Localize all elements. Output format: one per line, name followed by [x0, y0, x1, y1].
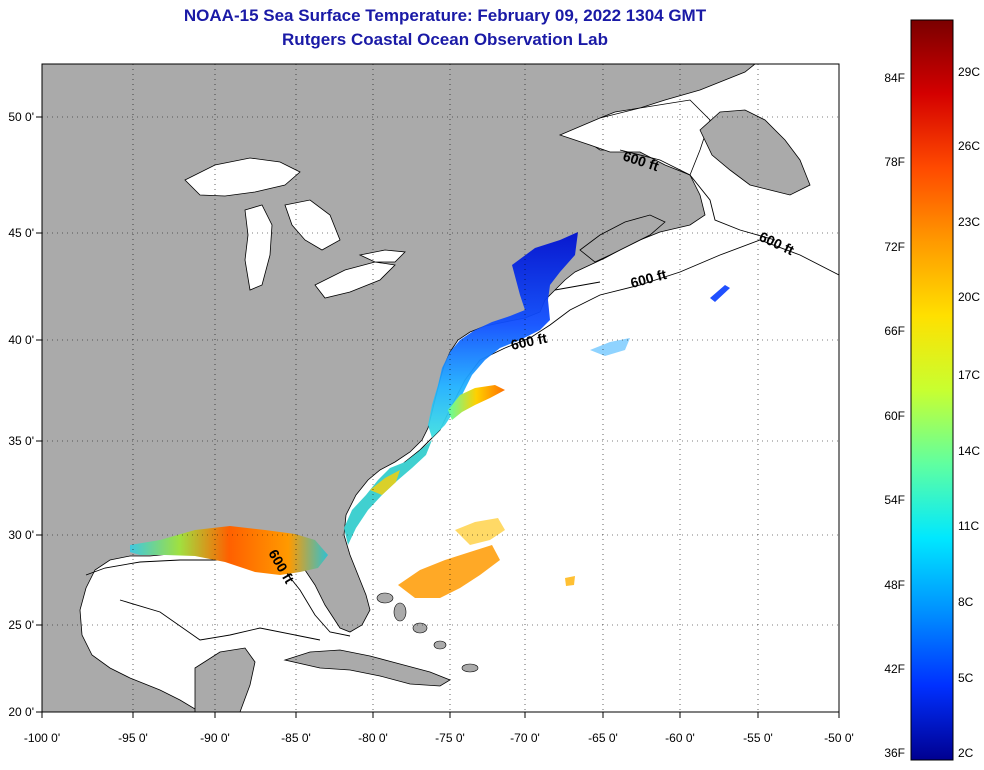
- lat-tick-label: 25 0': [8, 618, 34, 632]
- sst-southeast-warm: [370, 470, 400, 495]
- colorbar: [910, 19, 954, 761]
- contour-label: 600 ft: [509, 330, 548, 353]
- colorbar-fahrenheit-label: 42F: [884, 662, 905, 676]
- colorbar-celsius-label: 26C: [958, 139, 980, 153]
- sst-northeast-shelf: [428, 232, 578, 438]
- colorbar-celsius-label: 5C: [958, 671, 974, 685]
- graticule: [42, 64, 839, 712]
- map-title: NOAA-15 Sea Surface Temperature: Februar…: [183, 6, 707, 25]
- colorbar-fahrenheit-label: 72F: [884, 240, 905, 254]
- colorbar-celsius-label: 11C: [958, 519, 979, 533]
- gulf-of-st-lawrence: [558, 99, 711, 176]
- sst-southeast-coast: [344, 440, 432, 545]
- latitude-axis: 50 0' 45 0' 40 0' 35 0' 30 0' 25 0' 20 0': [8, 110, 42, 719]
- colorbar-labels: 84F 78F 72F 66F 60F 54F 48F 42F 36F 29C 26C 23C 20C 1…: [884, 65, 980, 760]
- lon-tick-label: -90 0': [200, 731, 230, 745]
- nova-scotia-land: [579, 214, 666, 263]
- lon-tick-label: -55 0': [743, 731, 773, 745]
- lat-tick-label: 50 0': [8, 110, 34, 124]
- lon-tick-label: -50 0': [824, 731, 854, 745]
- map-frame: [41, 63, 840, 713]
- sst-gulf-stream: [448, 385, 505, 420]
- colorbar-celsius-label: 29C: [958, 65, 980, 79]
- map-subtitle: Rutgers Coastal Ocean Observation Lab: [282, 30, 608, 49]
- great-lakes: [184, 157, 406, 299]
- lon-tick-label: -80 0': [358, 731, 388, 745]
- lat-tick-label: 45 0': [8, 226, 34, 240]
- colorbar-fahrenheit-label: 66F: [884, 324, 905, 338]
- colorbar-celsius-label: 14C: [958, 444, 980, 458]
- colorbar-fahrenheit-label: 48F: [884, 578, 905, 592]
- lat-tick-label: 40 0': [8, 333, 34, 347]
- sst-offshore-patches: [398, 285, 730, 598]
- colorbar-celsius-label: 2C: [958, 746, 974, 760]
- lon-tick-label: -85 0': [281, 731, 311, 745]
- sst-gulf-of-mexico: [130, 526, 328, 575]
- newfoundland-land: [699, 109, 811, 196]
- colorbar-celsius-label: 17C: [958, 368, 980, 382]
- lat-tick-label: 30 0': [8, 528, 34, 542]
- lat-tick-label: 20 0': [8, 705, 34, 719]
- colorbar-fahrenheit-label: 60F: [884, 409, 905, 423]
- yucatan-land: [194, 647, 256, 712]
- longitude-axis: -100 0' -95 0' -90 0' -85 0' -80 0' -75 0' -70…: [24, 712, 854, 745]
- colorbar-celsius-label: 23C: [958, 215, 980, 229]
- lon-tick-label: -75 0': [435, 731, 465, 745]
- colorbar-fahrenheit-label: 84F: [884, 71, 905, 85]
- lon-tick-label: -60 0': [665, 731, 695, 745]
- lon-tick-label: -65 0': [588, 731, 618, 745]
- colorbar-celsius-label: 8C: [958, 595, 974, 609]
- bahamas-islands: [376, 592, 479, 673]
- lon-tick-label: -100 0': [24, 731, 60, 745]
- colorbar-fahrenheit-label: 54F: [884, 493, 905, 507]
- colorbar-fahrenheit-label: 78F: [884, 155, 905, 169]
- colorbar-celsius-label: 20C: [958, 290, 980, 304]
- lon-tick-label: -95 0': [118, 731, 148, 745]
- colorbar-fahrenheit-label: 36F: [884, 746, 905, 760]
- lat-tick-label: 35 0': [8, 434, 34, 448]
- lon-tick-label: -70 0': [510, 731, 540, 745]
